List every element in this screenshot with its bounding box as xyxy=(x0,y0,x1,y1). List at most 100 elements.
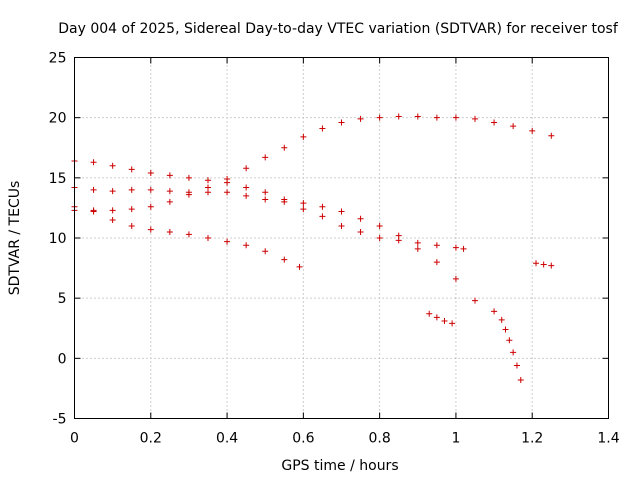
data-point xyxy=(224,189,231,196)
data-point xyxy=(433,242,440,249)
data-point xyxy=(414,245,421,252)
x-tick-label: 0.4 xyxy=(216,431,238,447)
data-point xyxy=(243,242,250,249)
data-point xyxy=(449,320,456,327)
data-point xyxy=(262,248,269,255)
data-point xyxy=(441,318,448,325)
data-point xyxy=(147,226,154,233)
data-point xyxy=(262,196,269,203)
data-point xyxy=(433,114,440,121)
series-track-c xyxy=(71,184,524,383)
data-point xyxy=(90,159,97,166)
data-point xyxy=(433,314,440,321)
data-point xyxy=(243,192,250,199)
data-point xyxy=(395,232,402,239)
data-point xyxy=(376,222,383,229)
y-tick-label: 15 xyxy=(49,171,67,187)
data-points xyxy=(71,113,555,383)
data-point xyxy=(166,228,173,235)
data-point xyxy=(205,189,211,196)
y-tick-label: 0 xyxy=(58,351,67,367)
data-point xyxy=(426,310,433,317)
data-point xyxy=(498,316,505,323)
data-point xyxy=(185,174,192,181)
data-point xyxy=(128,222,135,229)
data-point xyxy=(414,239,421,246)
series-track-b xyxy=(71,157,467,252)
data-point xyxy=(90,208,97,215)
data-point xyxy=(243,184,250,191)
data-point xyxy=(357,228,364,235)
data-point xyxy=(90,186,97,193)
data-point xyxy=(338,208,345,215)
x-tick-label: 0 xyxy=(70,431,79,447)
data-point xyxy=(357,115,364,122)
data-point xyxy=(472,297,478,304)
data-point xyxy=(533,260,540,267)
data-point xyxy=(452,275,459,282)
x-tick-label: 0.2 xyxy=(140,431,162,447)
data-point xyxy=(224,238,231,245)
data-point xyxy=(357,215,364,222)
plot-frame xyxy=(74,57,609,419)
data-point xyxy=(109,188,116,195)
data-point xyxy=(319,203,326,210)
data-point xyxy=(128,166,135,173)
data-point xyxy=(147,170,154,177)
y-tick-label: 10 xyxy=(49,231,67,247)
data-point xyxy=(460,245,467,252)
data-point xyxy=(414,113,421,120)
data-point xyxy=(109,216,116,223)
data-point xyxy=(300,133,307,140)
series-track-e xyxy=(426,310,456,327)
data-point xyxy=(243,165,250,172)
y-tick-label: -5 xyxy=(53,412,67,428)
x-tick-label: 1.2 xyxy=(521,431,543,447)
data-point xyxy=(281,256,288,263)
data-point xyxy=(224,179,231,186)
data-point xyxy=(262,189,269,196)
chart-title: Day 004 of 2025, Sidereal Day-to-day VTE… xyxy=(58,21,619,37)
data-point xyxy=(262,154,269,161)
data-point xyxy=(300,206,307,213)
data-point xyxy=(491,308,498,315)
data-point xyxy=(185,189,192,196)
series-track-f xyxy=(533,260,555,269)
data-point xyxy=(506,337,513,344)
data-point xyxy=(376,114,383,121)
grid-lines xyxy=(74,57,609,419)
data-point xyxy=(338,119,345,126)
data-point xyxy=(166,188,173,195)
data-point xyxy=(281,144,288,151)
x-tick-label: 1 xyxy=(451,431,460,447)
x-axis-label: GPS time / hours xyxy=(281,458,398,474)
data-point xyxy=(300,200,307,207)
data-point xyxy=(128,186,135,193)
data-point xyxy=(510,123,517,130)
data-point xyxy=(281,198,288,205)
data-point xyxy=(472,115,478,122)
data-point xyxy=(109,162,116,169)
data-point xyxy=(205,235,211,241)
data-point xyxy=(185,231,192,238)
data-point xyxy=(338,222,345,229)
x-tick-label: 1.4 xyxy=(597,431,619,447)
data-point xyxy=(517,376,524,383)
data-point xyxy=(510,349,517,356)
y-tick-label: 25 xyxy=(49,51,67,67)
data-point xyxy=(540,261,547,268)
y-tick-label: 20 xyxy=(49,111,67,127)
data-point xyxy=(513,362,520,369)
data-point xyxy=(548,132,555,139)
x-tick-label: 0.8 xyxy=(369,431,391,447)
data-point xyxy=(491,119,498,126)
data-point xyxy=(128,206,135,213)
data-point xyxy=(147,186,154,193)
data-point xyxy=(166,172,173,179)
data-point xyxy=(205,177,211,184)
data-point xyxy=(529,127,536,134)
data-point xyxy=(166,198,173,205)
